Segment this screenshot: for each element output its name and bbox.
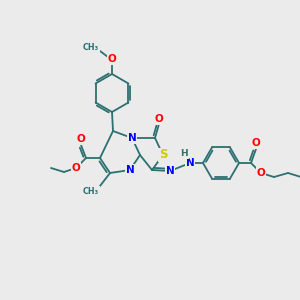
Text: CH₃: CH₃ [83, 43, 99, 52]
Text: O: O [76, 134, 85, 144]
Text: N: N [128, 133, 136, 143]
Text: O: O [256, 168, 266, 178]
Text: N: N [186, 158, 194, 168]
Text: O: O [256, 168, 266, 178]
Text: O: O [252, 138, 260, 148]
Text: O: O [154, 114, 164, 124]
Text: N: N [126, 165, 134, 175]
Text: O: O [72, 163, 80, 173]
Text: N: N [186, 158, 194, 168]
Text: N: N [166, 166, 174, 176]
Text: N: N [166, 166, 174, 176]
Text: O: O [76, 134, 85, 144]
Text: CH₃: CH₃ [83, 187, 99, 196]
Text: O: O [108, 54, 116, 64]
Text: N: N [126, 165, 134, 175]
Text: S: S [159, 150, 167, 160]
Text: O: O [108, 54, 116, 64]
Text: H: H [180, 149, 188, 158]
Text: S: S [159, 148, 167, 161]
Text: H: H [180, 151, 188, 160]
Text: O: O [252, 138, 260, 148]
Text: O: O [154, 114, 164, 124]
Text: N: N [128, 133, 136, 143]
Text: O: O [72, 163, 80, 173]
